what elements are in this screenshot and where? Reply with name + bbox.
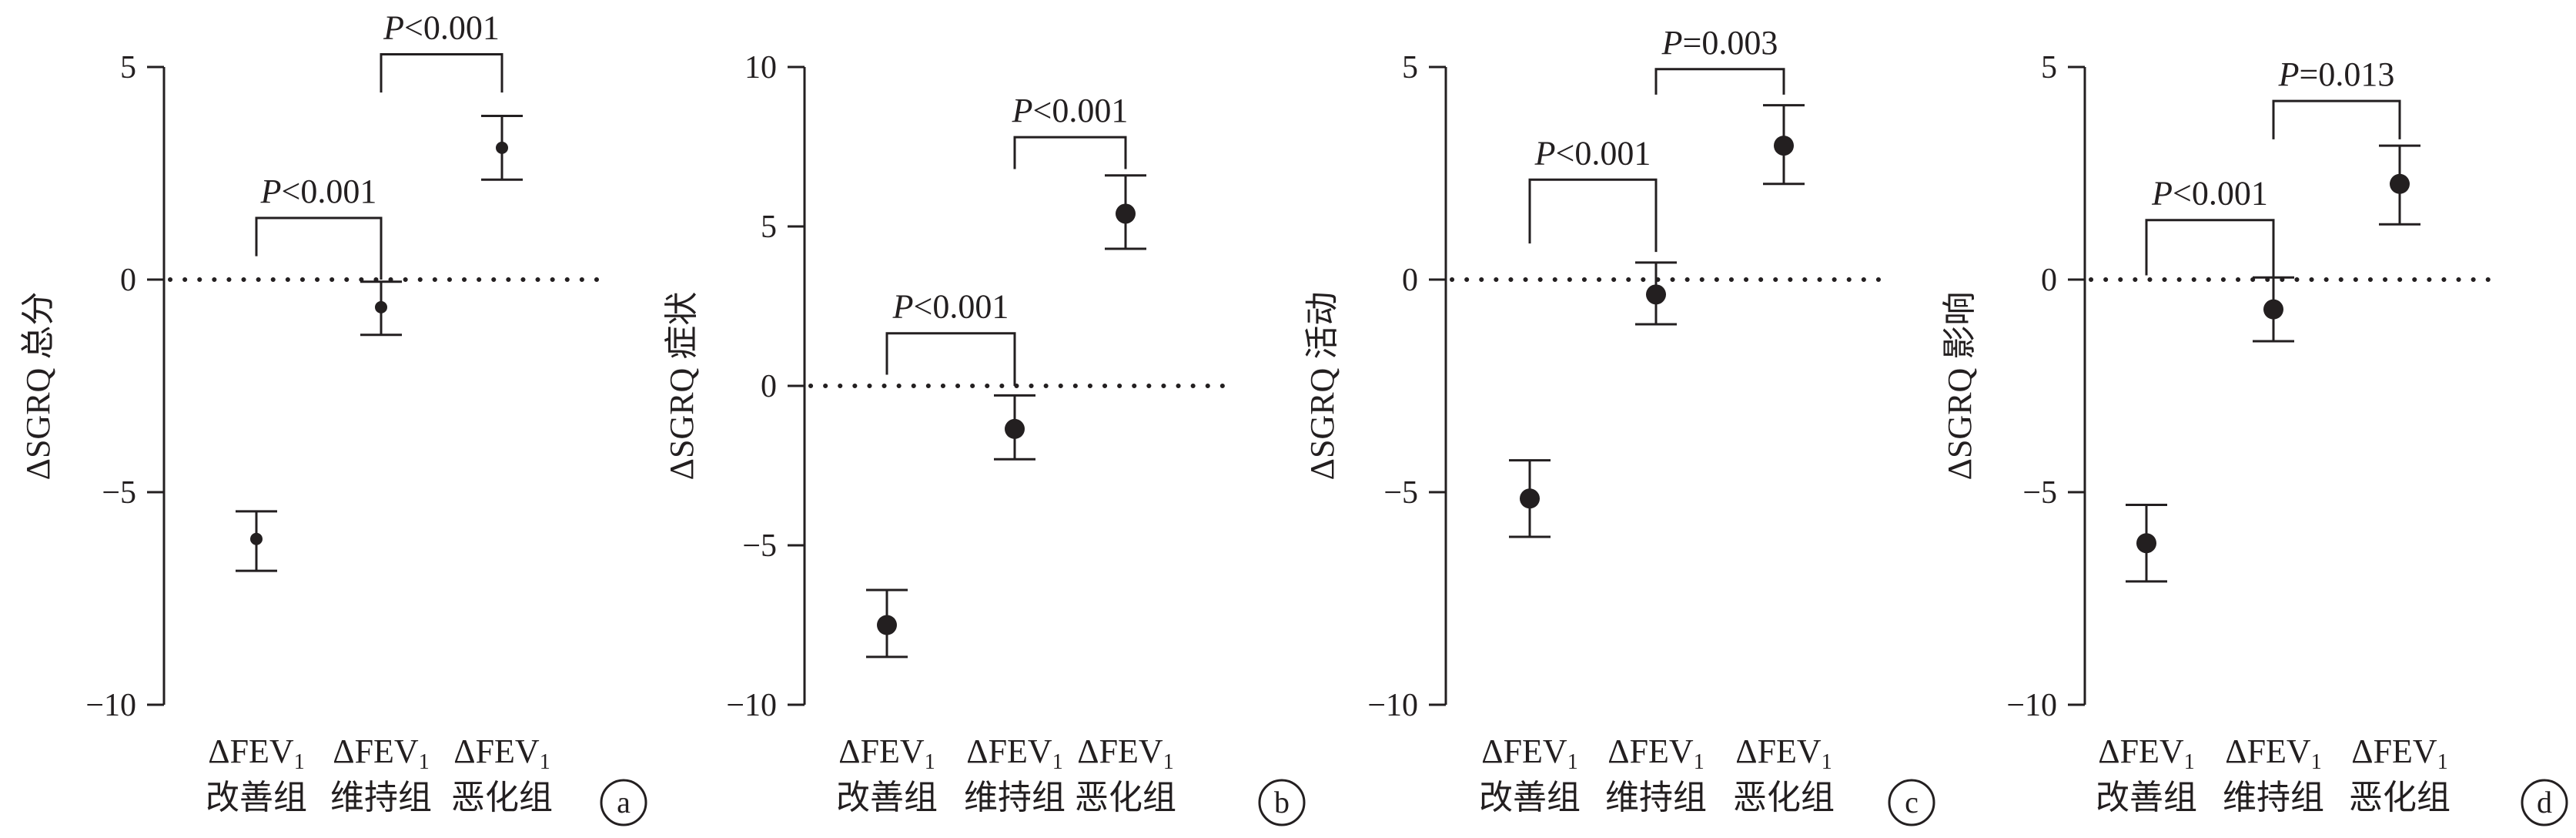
- comparison-bracket: [1528, 178, 1658, 253]
- y-tick-label: 0: [761, 369, 777, 404]
- data-point: [250, 532, 263, 545]
- panel-label: d: [2537, 785, 2552, 820]
- p-value-label: P<0.001: [1012, 92, 1129, 129]
- panel-c: 5 0 −5 −10 ΔSGRQ 活动 P<0.001 P=0.003 ΔFEV1 改善组 ΔFE…: [1303, 24, 1935, 826]
- category-label-bottom: 改善组: [1479, 779, 1581, 816]
- y-tick-label: 0: [1402, 263, 1418, 298]
- y-tick-label: −10: [2006, 688, 2057, 723]
- p-value-label: P=0.013: [2278, 55, 2395, 93]
- panel-label-circle: [1258, 779, 1306, 826]
- data-point: [496, 141, 508, 154]
- panel-label: b: [1274, 785, 1290, 820]
- category-label-bottom: 恶化组: [451, 779, 553, 816]
- data-point: [375, 300, 387, 313]
- y-axis-label: ΔSGRQ 总分: [19, 292, 57, 481]
- y-tick-label: −10: [1367, 688, 1418, 723]
- category-label-top: ΔFEV1: [1481, 732, 1577, 774]
- p-value-label: P<0.001: [2151, 175, 2268, 213]
- category-label-top: ΔFEV1: [2351, 732, 2447, 774]
- panel-label: c: [1905, 785, 1919, 820]
- category-label-bottom: 维持组: [2223, 779, 2324, 816]
- category-label-top: ΔFEV1: [966, 732, 1062, 774]
- data-point: [1005, 418, 1025, 439]
- comparison-bracket: [2272, 99, 2401, 139]
- y-tick-label: −10: [726, 688, 777, 723]
- p-value-label: P<0.001: [1534, 134, 1651, 172]
- y-tick-label: −5: [742, 528, 777, 564]
- data-point: [1520, 488, 1540, 509]
- panel-d: 5 0 −5 −10 ΔSGRQ 影响 P<0.001 P=0.013 ΔFEV1 改善组 ΔFE…: [1941, 50, 2568, 826]
- y-tick-label: −10: [85, 688, 136, 723]
- y-tick-label: −5: [1383, 475, 1418, 511]
- y-tick-label: −5: [2022, 475, 2057, 511]
- y-tick-label: 0: [2041, 263, 2057, 298]
- category-label-top: ΔFEV1: [453, 732, 550, 774]
- y-tick-label: 0: [120, 263, 136, 298]
- category-label-bottom: 改善组: [2096, 779, 2197, 816]
- data-point: [2136, 533, 2156, 554]
- category-label-bottom: 恶化组: [1075, 779, 1176, 816]
- category-label-top: ΔFEV1: [1735, 732, 1832, 774]
- y-tick-label: 10: [744, 50, 777, 85]
- panel-label-circle: [2521, 779, 2568, 826]
- p-value-label: P<0.001: [260, 173, 377, 210]
- data-point: [2390, 173, 2410, 194]
- data-point: [1646, 284, 1666, 305]
- comparison-bracket: [2145, 219, 2275, 280]
- comparison-bracket: [380, 52, 503, 93]
- y-tick-label: 5: [1402, 50, 1418, 85]
- panel-label: a: [617, 785, 631, 820]
- y-axis-label: ΔSGRQ 症状: [663, 292, 701, 481]
- category-label-top: ΔFEV1: [2225, 732, 2321, 774]
- category-label-bottom: 改善组: [206, 779, 307, 816]
- category-label-top: ΔFEV1: [2098, 732, 2194, 774]
- category-label-top: ΔFEV1: [838, 732, 935, 774]
- data-point: [877, 615, 897, 635]
- y-tick-label: 5: [2041, 50, 2057, 85]
- y-axis-label: ΔSGRQ 影响: [1941, 292, 1979, 481]
- y-tick-label: 5: [120, 50, 136, 85]
- y-tick-label: 5: [761, 210, 777, 245]
- category-label-bottom: 维持组: [964, 779, 1066, 816]
- category-label-bottom: 维持组: [1605, 779, 1707, 816]
- data-point: [1116, 203, 1136, 224]
- category-label-top: ΔFEV1: [333, 732, 429, 774]
- category-label-top: ΔFEV1: [208, 732, 304, 774]
- panel-a: 5 0 −5 −10 ΔSGRQ 总分 P<0.001 P<0.001 ΔFEV1 改善组 ΔFE…: [19, 8, 647, 826]
- category-label-bottom: 恶化组: [2349, 779, 2451, 816]
- comparison-bracket: [1654, 68, 1785, 95]
- category-label-top: ΔFEV1: [1607, 732, 1704, 774]
- comparison-bracket: [1013, 136, 1127, 169]
- comparison-bracket: [885, 332, 1016, 386]
- p-value-label: P<0.001: [383, 8, 500, 46]
- panel-label-circle: [600, 779, 647, 826]
- p-value-label: P<0.001: [892, 288, 1009, 326]
- category-label-bottom: 改善组: [836, 779, 938, 816]
- comparison-bracket: [255, 216, 383, 280]
- panel-b: 10 5 0 −5 −10 ΔSGRQ 症状 P<0.001 P<0.001 ΔFEV1 改善组 Δ…: [663, 50, 1306, 826]
- category-label-bottom: 维持组: [330, 779, 432, 816]
- data-point: [1774, 136, 1794, 156]
- p-value-label: P=0.003: [1661, 24, 1778, 62]
- category-label-top: ΔFEV1: [1077, 732, 1173, 774]
- panel-label-circle: [1888, 779, 1935, 826]
- y-axis-label: ΔSGRQ 活动: [1303, 292, 1341, 481]
- category-label-bottom: 恶化组: [1733, 779, 1835, 816]
- data-point: [2263, 299, 2283, 320]
- y-tick-label: −5: [102, 475, 136, 511]
